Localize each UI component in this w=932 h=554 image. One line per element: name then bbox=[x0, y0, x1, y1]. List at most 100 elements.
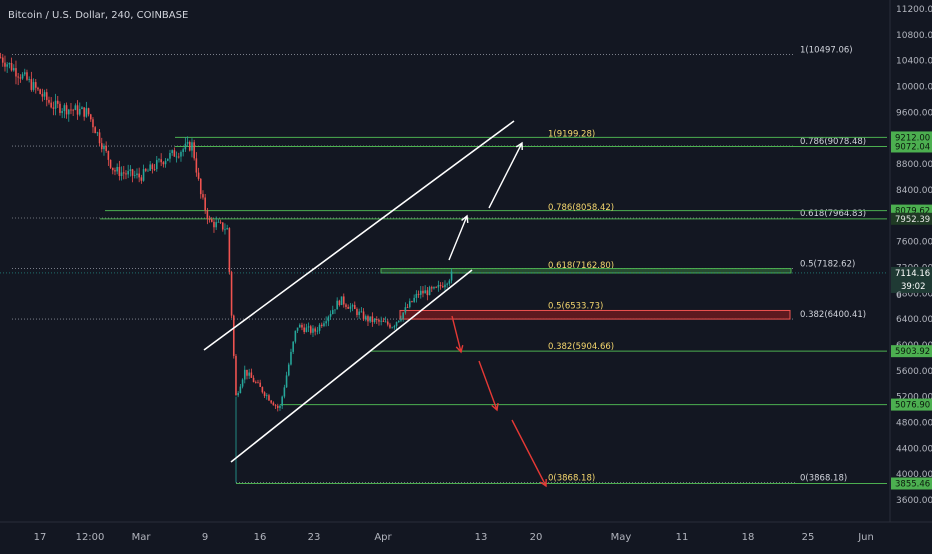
candle-body bbox=[188, 141, 191, 151]
candle-body bbox=[367, 316, 369, 322]
candle-body bbox=[94, 127, 96, 134]
y-tick-label: 8800.00 bbox=[896, 160, 932, 170]
candle-body bbox=[316, 330, 319, 332]
candle-body bbox=[274, 405, 277, 407]
candle-body bbox=[131, 169, 134, 176]
candle-body bbox=[433, 286, 435, 289]
candle-body bbox=[259, 382, 261, 387]
candle-body bbox=[340, 296, 343, 306]
price-tag: 3855.46 bbox=[895, 479, 930, 489]
candle-body bbox=[334, 309, 336, 311]
x-tick-label: 23 bbox=[308, 532, 321, 543]
fib-levels: 1(10497.06) 0.786(9078.48) 0.618(7964.83) 0… bbox=[0, 45, 887, 484]
candle-body bbox=[298, 324, 301, 328]
candle-body bbox=[182, 149, 184, 152]
candle-body bbox=[19, 77, 22, 79]
candle-body bbox=[283, 387, 286, 397]
candle-body bbox=[4, 62, 6, 67]
fib-left-label: 0(3868.18) bbox=[548, 474, 595, 484]
candle-body bbox=[246, 369, 248, 376]
candle-body bbox=[109, 159, 112, 168]
red-zone bbox=[399, 309, 791, 320]
candle-body bbox=[353, 305, 356, 310]
candle-body bbox=[325, 321, 327, 324]
x-tick-label: 12:00 bbox=[76, 532, 105, 543]
candle-body bbox=[408, 301, 411, 308]
candle-body bbox=[118, 166, 121, 176]
price-tag-bg bbox=[891, 131, 932, 144]
candle-body bbox=[149, 164, 151, 171]
candle-body bbox=[6, 64, 8, 67]
candle-body bbox=[186, 141, 189, 144]
candle-body bbox=[39, 89, 41, 94]
candle-body bbox=[441, 286, 444, 288]
price-axis[interactable]: 3600.00 4000.00 4400.00 4800.00 5200.00 5600.… bbox=[891, 5, 932, 506]
candle-body bbox=[87, 108, 90, 115]
candle-body bbox=[153, 169, 156, 170]
candle-body bbox=[23, 72, 26, 75]
candle-body bbox=[100, 143, 103, 150]
candle-body bbox=[45, 92, 48, 100]
grid bbox=[0, 0, 932, 523]
candle-body bbox=[61, 111, 63, 113]
candle-body bbox=[199, 178, 202, 195]
candle-body bbox=[76, 105, 79, 115]
candle-body bbox=[32, 82, 35, 90]
candle-body bbox=[356, 309, 358, 315]
candle-body bbox=[281, 396, 283, 406]
fib-left-label: 0.786(8058.42) bbox=[548, 203, 614, 213]
price-tag-bg bbox=[891, 477, 932, 490]
candle-body bbox=[327, 316, 330, 322]
candle-body bbox=[74, 105, 77, 111]
candle-body bbox=[444, 284, 446, 288]
x-tick-label: 11 bbox=[676, 532, 689, 543]
candle-body bbox=[294, 330, 297, 342]
candle-body bbox=[397, 320, 400, 323]
candle-body bbox=[349, 306, 352, 309]
price-tag-bg bbox=[891, 345, 932, 358]
candle-body bbox=[336, 300, 338, 310]
candle-body bbox=[437, 285, 440, 288]
candle-body bbox=[263, 392, 266, 396]
x-tick-label: 13 bbox=[475, 532, 488, 543]
arrow-up-head bbox=[461, 214, 469, 224]
y-tick-label: 9600.00 bbox=[896, 108, 932, 118]
x-tick-label: 16 bbox=[254, 532, 267, 543]
candle-body bbox=[402, 312, 404, 319]
candle-body bbox=[162, 162, 165, 165]
candle-body bbox=[404, 307, 407, 313]
y-tick-label: 5600.00 bbox=[896, 367, 932, 377]
x-tick-label: Mar bbox=[132, 532, 152, 543]
x-tick-label: 17 bbox=[34, 532, 47, 543]
candle-body bbox=[34, 82, 37, 88]
last-price-tag-bg bbox=[891, 266, 932, 293]
candle-body bbox=[303, 327, 305, 333]
candle-body bbox=[347, 306, 349, 309]
candle-body bbox=[127, 170, 129, 175]
candle-body bbox=[424, 290, 426, 294]
candle-body bbox=[8, 63, 11, 65]
candle-body bbox=[197, 172, 200, 179]
candle-body bbox=[136, 173, 138, 176]
candle-body bbox=[191, 142, 193, 151]
candle-body bbox=[105, 145, 107, 152]
green-zone bbox=[380, 268, 792, 274]
candle-body bbox=[30, 79, 33, 90]
channel-upper-line bbox=[203, 120, 515, 351]
candle-body bbox=[0, 57, 2, 59]
candle-body bbox=[15, 68, 17, 77]
candle-body bbox=[345, 304, 347, 307]
candle-body bbox=[305, 327, 308, 333]
candle-body bbox=[250, 372, 253, 378]
x-tick-label: 18 bbox=[742, 532, 755, 543]
candle-body bbox=[430, 287, 433, 289]
fib-left-label: 0.5(6533.73) bbox=[548, 301, 603, 311]
candle-body bbox=[70, 109, 72, 111]
candle-body bbox=[338, 300, 341, 306]
candle-body bbox=[202, 194, 204, 198]
y-tick-label: 11200.00 bbox=[896, 5, 932, 15]
time-axis[interactable]: 17 12:00 Mar 9 16 23 Apr 13 20 May 11 18 25 Jun bbox=[34, 532, 874, 543]
candle-body bbox=[380, 320, 382, 322]
